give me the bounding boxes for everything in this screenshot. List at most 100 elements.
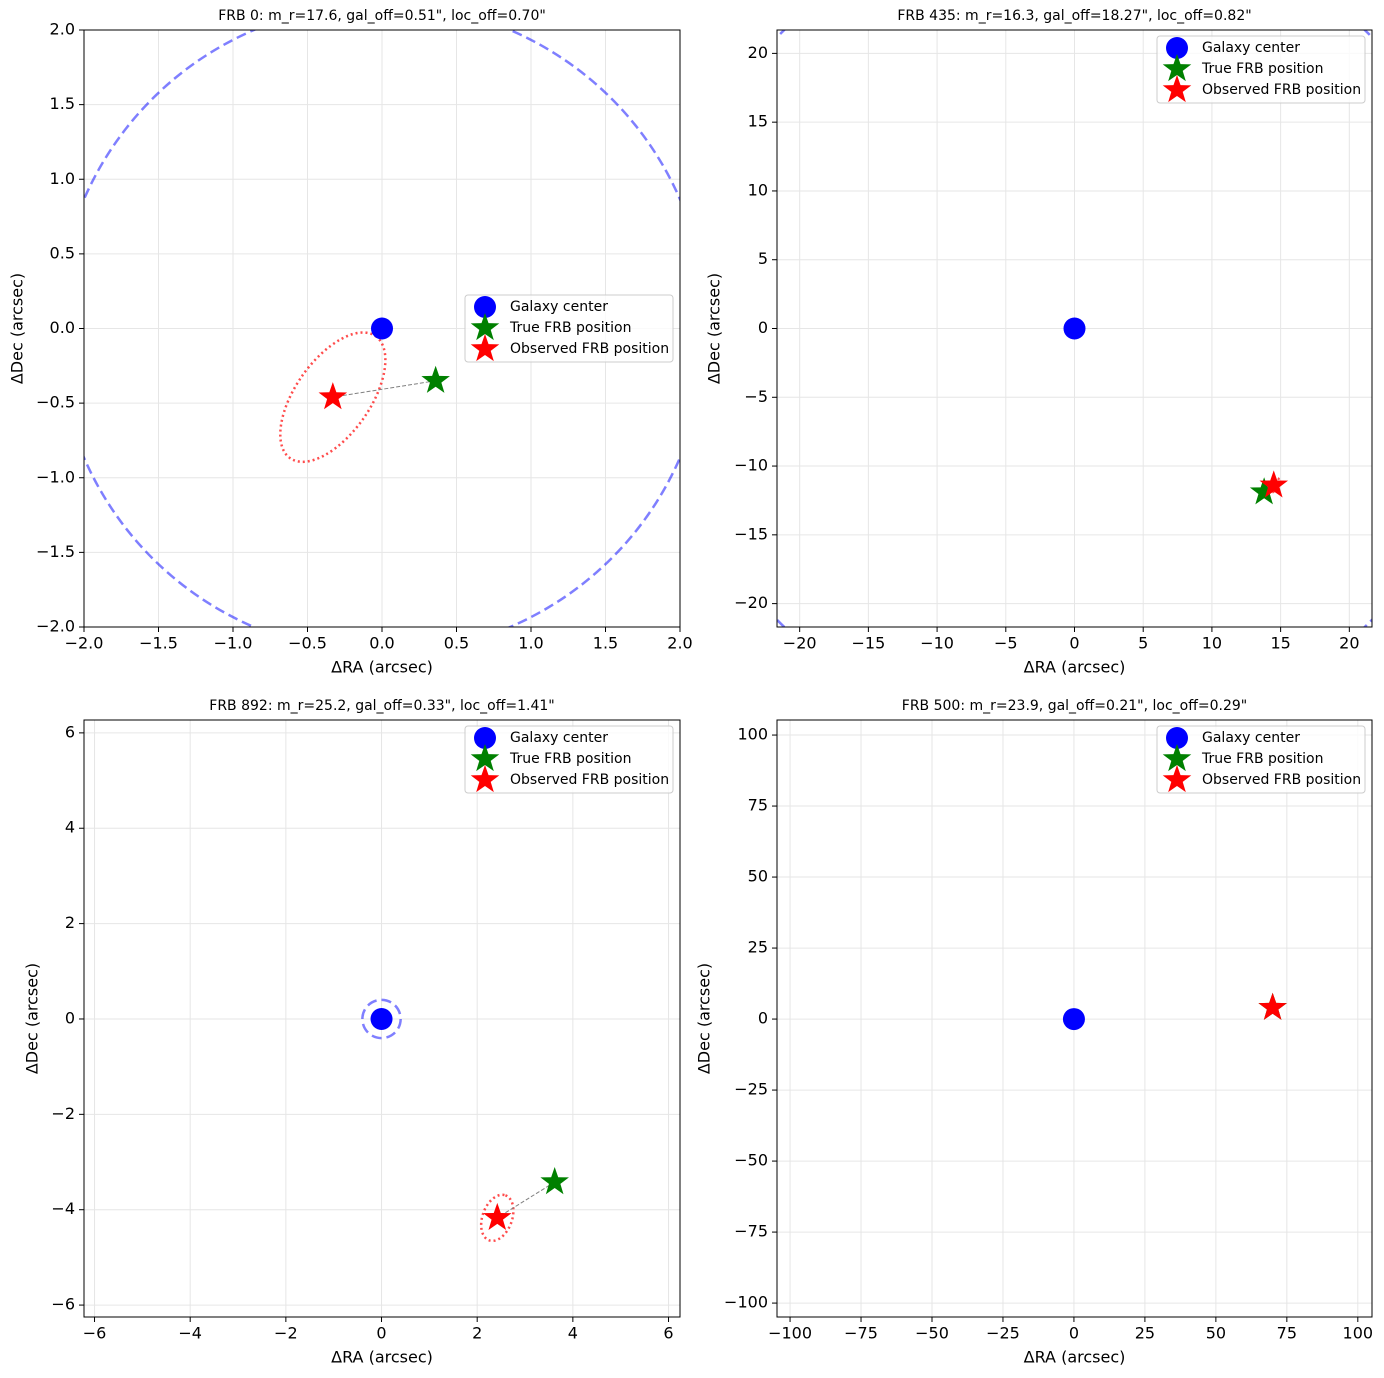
y-tick-label: 2	[65, 913, 75, 932]
point	[1063, 317, 1086, 340]
chart-title: FRB 892: m_r=25.2, gal_off=0.33", loc_of…	[209, 698, 554, 714]
y-tick-label: 50	[748, 867, 768, 886]
x-tick-label: 20	[1339, 634, 1359, 653]
y-axis-label: ΔDec (arcsec)	[23, 963, 42, 1074]
y-tick-label: 75	[748, 796, 768, 815]
subplot: −100 −75 −50 −25 0 25 50 75 100 −100 −75 −50 −25 0 25 5…	[695, 698, 1374, 1367]
x-tick-label: −5	[994, 634, 1018, 653]
legend-marker	[1162, 765, 1192, 793]
point	[1258, 992, 1287, 1020]
legend-label: Galaxy center	[510, 299, 608, 315]
legend-marker	[1166, 37, 1188, 59]
y-tick-label: −25	[734, 1080, 768, 1099]
x-tick-label: 6	[663, 1324, 673, 1343]
x-axis-label: ΔRA (arcsec)	[1024, 658, 1126, 677]
legend-marker	[1162, 75, 1192, 103]
legend-label: Observed FRB position	[510, 341, 669, 357]
legend: Galaxy center True FRB position Observed F…	[1156, 35, 1366, 104]
legend-label: Observed FRB position	[510, 772, 669, 788]
y-tick-label: 25	[748, 938, 768, 957]
y-axis-label: ΔDec (arcsec)	[8, 273, 27, 384]
offset-line	[332, 380, 436, 398]
x-tick-label: −6	[83, 1324, 107, 1343]
y-tick-label: 5	[758, 249, 768, 268]
y-tick-label: −4	[51, 1199, 75, 1218]
chart-title: FRB 500: m_r=23.9, gal_off=0.21", loc_of…	[902, 698, 1247, 714]
x-tick-label: −75	[844, 1324, 878, 1343]
legend-label: Observed FRB position	[1202, 772, 1361, 788]
legend-marker	[1166, 727, 1188, 749]
x-tick-label: 0	[376, 1324, 386, 1343]
x-tick-label: −25	[986, 1324, 1020, 1343]
axes-frame	[776, 29, 1373, 628]
point	[1249, 477, 1279, 505]
localization-ellipse	[1267, 476, 1281, 494]
y-tick-label: −75	[734, 1222, 768, 1241]
x-tick-label: −10	[920, 634, 954, 653]
x-tick-label: −50	[915, 1324, 949, 1343]
y-tick-label: 4	[65, 818, 75, 837]
legend-box	[464, 725, 674, 794]
legend-label: Galaxy center	[1202, 40, 1300, 56]
y-tick-label: 0	[758, 318, 768, 337]
y-tick-label: 100	[737, 725, 768, 744]
point	[370, 1007, 393, 1030]
y-tick-label: 20	[748, 43, 768, 62]
legend-box	[464, 294, 674, 363]
x-tick-label: −15	[851, 634, 885, 653]
x-tick-label: 0.5	[444, 634, 469, 653]
y-tick-label: 15	[748, 112, 768, 131]
y-tick-label: 0	[758, 1009, 768, 1028]
subplot: −20 −15 −10 −5 0 5 10 15 20 −20 −15 −10 −5 0 5 10 15 20 FR…	[705, 8, 1373, 677]
x-tick-label: 0	[1069, 634, 1079, 653]
y-tick-label: 2.0	[50, 20, 75, 39]
point	[318, 382, 348, 410]
legend-label: Galaxy center	[510, 730, 608, 746]
legend-label: Galaxy center	[1202, 730, 1300, 746]
x-tick-label: 0.0	[369, 634, 394, 653]
y-tick-label: −5	[744, 387, 768, 406]
legend-box	[1156, 725, 1366, 794]
x-tick-label: 15	[1270, 634, 1290, 653]
localization-ellipse	[479, 1193, 515, 1243]
x-tick-label: −20	[783, 634, 817, 653]
x-tick-label: −1.5	[139, 634, 178, 653]
y-tick-label: −2.0	[36, 617, 75, 636]
plot-area	[361, 998, 569, 1243]
y-tick-label: −6	[51, 1295, 75, 1314]
point	[1259, 470, 1289, 498]
axes-frame	[776, 719, 1373, 1318]
y-tick-label: −50	[734, 1151, 768, 1170]
subplot: −2.0 −1.5 −1.0 −0.5 0.0 0.5 1.0 1.5 2.0 −2.0 −1.5 −…	[8, 8, 693, 677]
point	[421, 365, 450, 393]
x-tick-label: 4	[568, 1324, 578, 1343]
legend-marker	[474, 727, 496, 749]
x-tick-label: 2	[472, 1324, 482, 1343]
x-tick-label: −0.5	[288, 634, 327, 653]
x-tick-label: −1.0	[214, 634, 253, 653]
legend: Galaxy center True FRB position Observed F…	[464, 294, 674, 363]
y-tick-label: 1.0	[50, 169, 75, 188]
y-tick-label: −2	[51, 1104, 75, 1123]
x-tick-label: 1.0	[518, 634, 543, 653]
legend-marker	[470, 765, 500, 793]
legend-label: True FRB position	[1201, 751, 1323, 767]
x-tick-label: 10	[1202, 634, 1222, 653]
plot-area	[1062, 992, 1287, 1031]
x-tick-label: −2.0	[65, 634, 104, 653]
x-tick-label: 0	[1069, 1324, 1079, 1343]
plot-area	[84, 30, 680, 627]
y-tick-label: −15	[734, 524, 768, 543]
x-tick-label: 100	[1343, 1324, 1374, 1343]
subplot: −6 −4 −2 0 2 4 6 −6 −4 −2 0 2 4 6 FRB 892: m_r=25.2, g…	[23, 698, 681, 1367]
legend: Galaxy center True FRB position Observed F…	[464, 725, 674, 794]
legend-marker	[1162, 744, 1192, 772]
point	[483, 1202, 512, 1230]
x-axis-label: ΔRA (arcsec)	[331, 658, 433, 677]
y-tick-label: −100	[724, 1293, 768, 1312]
x-axis-label: ΔRA (arcsec)	[331, 1348, 433, 1367]
y-axis-label: ΔDec (arcsec)	[705, 273, 724, 384]
legend-marker	[1162, 54, 1192, 82]
x-tick-label: −4	[178, 1324, 202, 1343]
